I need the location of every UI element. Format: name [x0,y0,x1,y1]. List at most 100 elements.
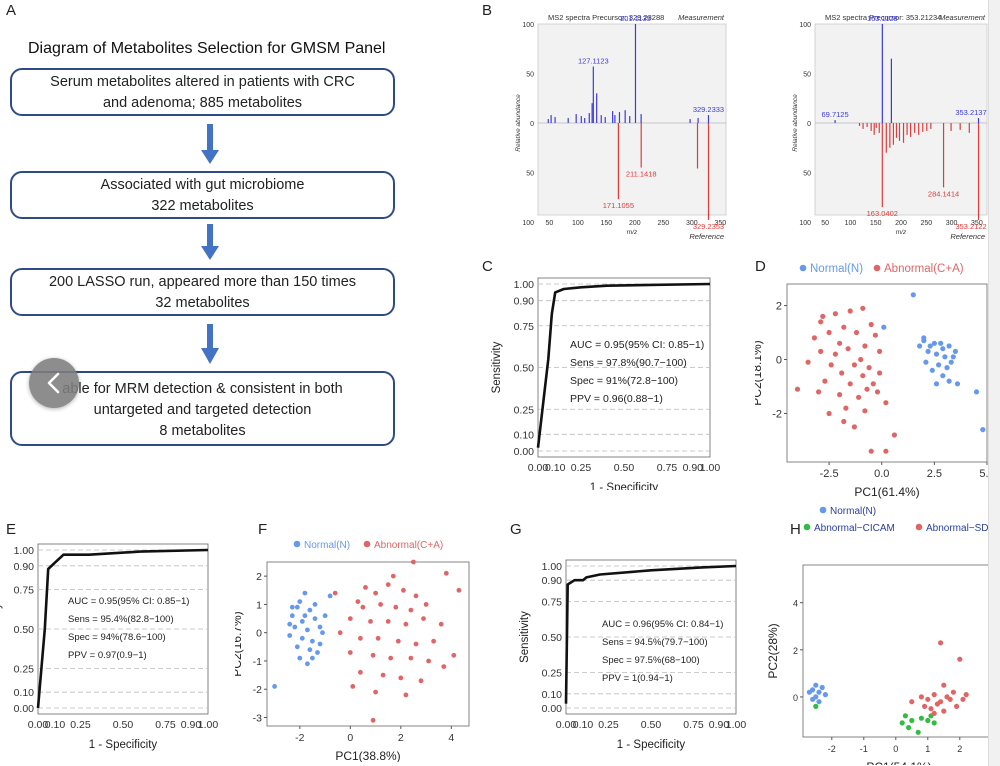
scatter-point [938,640,944,646]
flow-box-1-line-2: and adenoma; 885 metabolites [102,95,303,111]
auc-annotation: PPV = 1(0.94−1) [602,673,673,684]
y-tick-label: 0.50 [542,632,563,644]
y-axis-title: PC2(28%) [766,623,780,678]
scatter-point [843,405,849,411]
legend-marker [293,540,301,548]
scatter-point [934,701,940,707]
measurement-label: Measurement [939,14,986,22]
y-tick-label: 50 [526,72,534,79]
flow-box-3: 200 LASSO run, appeared more than 150 ti… [10,268,395,316]
auc-annotation: Sens = 95.4%(82.8−100) [68,614,174,625]
scatter-point [451,652,457,658]
x-tick-label: 2.5 [927,468,942,480]
scatter-point [322,613,328,619]
y-tick-label: 4 [793,599,798,609]
scatter-point [862,408,868,414]
peak-label: 127.1123 [578,57,609,66]
scatter-point [818,348,824,354]
x-tick-label: 1.00 [198,719,219,731]
legend-marker [915,523,923,531]
scatter-point [925,348,931,354]
legend-marker [803,523,811,531]
x-tick-label: 4 [448,732,454,744]
scatter-point [385,619,391,624]
scatter-point [398,675,404,681]
x-axis-title: m/z [896,229,907,236]
roc-chart-g: 0.000.000.100.100.250.250.500.500.750.75… [519,559,746,751]
scatter-point [337,630,343,636]
panel-letter-b: B [482,2,493,19]
x-tick-label: 100 [572,220,584,227]
x-tick-label: 150 [601,220,613,227]
scatter-point [837,392,843,398]
scatter-point [816,689,822,695]
scatter-point [431,638,436,644]
scatter-point [403,621,409,627]
y-tick-label: -2 [253,684,262,696]
y-tick-label: 0.00 [514,446,535,458]
scatter-point [929,367,935,373]
scatter-point [368,619,373,624]
y-tick-label: 50 [803,171,811,178]
scatter-point [378,602,383,607]
y-tick-label: 0.90 [14,561,35,573]
scatter-point [299,635,305,641]
scatter-point [317,641,323,647]
x-tick-label: 0.00 [28,719,49,731]
scatter-point [358,635,363,641]
roc-chart-c: 0.000.000.100.100.250.250.500.500.750.75… [491,277,720,490]
x-tick-label: 0.90 [181,719,202,731]
back-button[interactable] [29,358,79,408]
panel-letter-e: E [6,521,17,538]
scatter-point [954,703,960,709]
scatter-point [297,599,303,604]
x-axis-title: 1 - Specificity [590,482,659,490]
x-tick-label: 300 [946,220,958,227]
scatter-point [864,386,870,392]
scatter-point [828,362,834,368]
peak-label: 353.2137 [955,108,986,117]
scatter-point [388,655,394,661]
auc-annotation: Spec = 94%(78.6−100) [68,632,166,643]
x-axis-title: PC1(54.1%) [866,760,931,765]
x-tick-label: 50 [821,220,829,227]
scatter-point [403,692,409,698]
flowchart-title: Diagram of Metabolites Selection for GMS… [28,40,386,57]
scatter-point [947,696,953,702]
x-axis-title: PC1(61.4%) [854,485,919,499]
scatter-point [923,359,929,365]
y-tick-label: 0.90 [514,296,535,308]
scatter-point [307,607,313,613]
measurement-label: Measurement [678,14,725,22]
scatter-point [813,682,819,688]
scatter-point [909,699,915,705]
scatter-point [866,365,872,371]
scatter-point [408,655,414,661]
plot-frame [266,561,470,727]
scatter-point [839,370,845,376]
x-tick-label: 350 [714,220,726,227]
scatter-point [931,340,937,346]
scatter-point [938,340,944,346]
scatter-point [847,381,853,387]
scatter-point [287,621,293,627]
scatter-point [891,432,897,438]
scatter-point [928,706,934,712]
scatter-point [902,713,908,719]
ms2-spectrum-chart-1: MS2 spectra Precursor: 329.23288 Measurem… [515,14,727,241]
flow-box-1: Serum metabolites altered in patients wi… [10,68,395,116]
y-tick-label: 100 [522,22,534,29]
x-tick-label: 300 [686,220,698,227]
y-tick-label: 1.00 [514,279,535,291]
x-tick-label: 250 [657,220,669,227]
y-tick-label: 0 [776,355,782,367]
scatter-point [837,340,843,346]
y-tick-label: 2 [776,301,782,313]
auc-annotation: AUC = 0.95(95% CI: 0.85−1) [68,596,189,607]
y-tick-label: 0.50 [514,363,535,375]
roc-chart-e: 0.000.000.100.100.250.250.500.500.750.75… [0,543,219,751]
legend-marker [819,506,827,514]
y-tick-label: 100 [522,220,534,227]
scatter-point [312,616,318,621]
scatter-point [813,703,819,709]
